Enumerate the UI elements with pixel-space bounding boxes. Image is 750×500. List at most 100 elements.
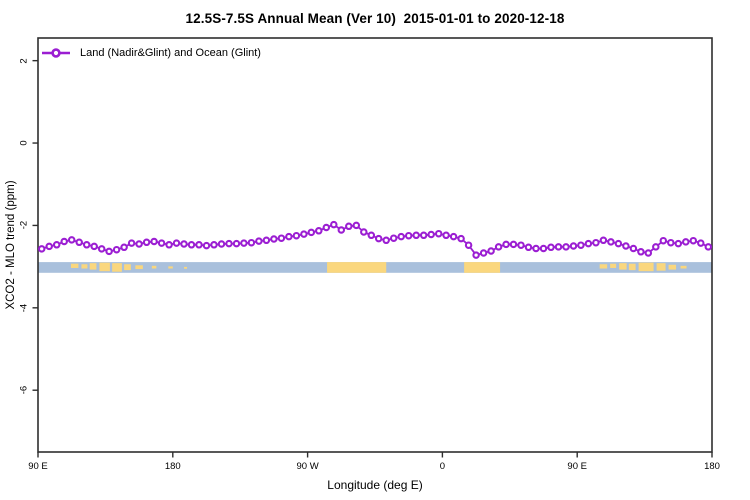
data-point-marker <box>142 238 151 247</box>
data-point-marker <box>217 240 226 248</box>
data-point-marker <box>315 227 323 235</box>
data-point-marker <box>367 231 376 240</box>
data-point-marker <box>472 251 480 259</box>
data-point-marker <box>667 238 675 247</box>
y-tick-label: -2 <box>18 221 30 230</box>
y-tick-label: -4 <box>18 303 30 313</box>
data-point-marker <box>509 240 518 249</box>
plot-box <box>37 37 713 453</box>
land-segment <box>99 262 110 272</box>
data-point-marker <box>614 239 623 248</box>
data-point-marker <box>75 238 83 247</box>
data-point-marker <box>232 239 241 248</box>
y-tick-label: -6 <box>18 385 30 395</box>
y-tick-label: 0 <box>18 140 30 146</box>
land-segment <box>89 263 97 270</box>
data-point-marker <box>225 239 233 248</box>
data-point-marker <box>322 223 331 232</box>
land-segment <box>656 263 666 271</box>
data-point-marker <box>419 231 428 240</box>
x-tick-label: 90 E <box>28 461 48 472</box>
data-point-marker <box>427 230 435 239</box>
x-tick-label: 180 <box>704 461 720 472</box>
data-point-marker <box>120 243 128 252</box>
data-point-marker <box>247 238 256 247</box>
data-point-marker <box>689 236 698 245</box>
data-point-marker <box>330 220 338 229</box>
data-point-marker <box>397 232 405 241</box>
land-segment <box>124 264 131 271</box>
data-point-marker <box>210 241 218 249</box>
land-segment <box>184 266 188 269</box>
land-segment <box>628 263 636 271</box>
x-tick-label: 90 W <box>296 461 319 472</box>
data-point-marker <box>360 228 368 236</box>
y-axis-label: XCO2 - MLO trend (ppm) <box>5 180 17 310</box>
x-tick-label: 90 E <box>567 461 587 472</box>
data-point-marker <box>37 245 46 253</box>
legend: Land (Nadir&Glint) and Ocean (Glint) <box>41 46 261 60</box>
data-point-marker <box>442 231 450 240</box>
data-point-marker <box>517 241 525 249</box>
data-point-marker <box>404 231 413 240</box>
data-point-marker <box>502 240 510 249</box>
data-point-marker <box>105 247 113 256</box>
data-point-marker <box>150 237 158 246</box>
data-point-marker <box>412 231 420 240</box>
land-segment <box>135 265 143 270</box>
data-point-marker <box>45 242 53 251</box>
data-point-marker <box>704 243 713 251</box>
y-tick-label: 2 <box>18 58 30 64</box>
data-point-marker <box>165 241 173 249</box>
data-point-marker <box>285 232 293 241</box>
data-point-marker <box>539 244 548 253</box>
data-point-marker <box>562 243 570 251</box>
legend-line-marker-icon <box>42 48 70 58</box>
data-point-marker <box>262 236 271 245</box>
data-point-marker <box>434 229 443 238</box>
data-point-marker <box>172 239 181 247</box>
data-point-marker <box>644 249 653 257</box>
data-point-marker <box>292 231 301 240</box>
land-segment <box>668 264 677 270</box>
data-point-marker <box>112 245 121 254</box>
data-point-marker <box>607 238 615 246</box>
data-point-marker <box>345 222 353 231</box>
data-point-marker <box>494 243 503 251</box>
data-point-marker <box>682 238 690 246</box>
data-point-marker <box>389 234 398 242</box>
land-segment <box>327 262 387 273</box>
data-point-marker <box>637 248 645 256</box>
data-point-marker <box>255 237 263 245</box>
land-segment <box>619 263 627 270</box>
data-point-marker <box>674 239 683 248</box>
data-point-marker <box>479 249 488 257</box>
data-point-marker <box>127 239 136 247</box>
x-axis-label: Longitude (deg E) <box>327 478 423 492</box>
data-point-marker <box>352 221 361 230</box>
data-point-marker <box>569 242 578 250</box>
data-point-marker <box>464 241 473 249</box>
data-point-marker <box>60 237 68 246</box>
land-segment <box>112 263 122 272</box>
data-point-marker <box>90 242 98 251</box>
data-point-marker <box>554 243 563 251</box>
land-segment <box>638 262 654 272</box>
data-point-marker <box>577 241 585 249</box>
data-point-marker <box>697 239 705 247</box>
data-point-marker <box>195 241 203 249</box>
land-segment <box>680 265 687 269</box>
land-segment <box>599 264 608 269</box>
data-point-marker <box>524 243 533 252</box>
data-point-marker <box>67 236 76 244</box>
data-point-marker <box>584 239 593 248</box>
data-point-marker <box>599 236 608 245</box>
data-point-marker <box>592 238 600 247</box>
chart-title: 12.5S-7.5S Annual Mean (Ver 10) 2015-01-… <box>185 11 565 26</box>
land-segment <box>81 264 88 269</box>
data-point-marker <box>449 232 458 241</box>
data-point-marker <box>202 241 211 250</box>
x-tick-label: 180 <box>164 461 181 472</box>
